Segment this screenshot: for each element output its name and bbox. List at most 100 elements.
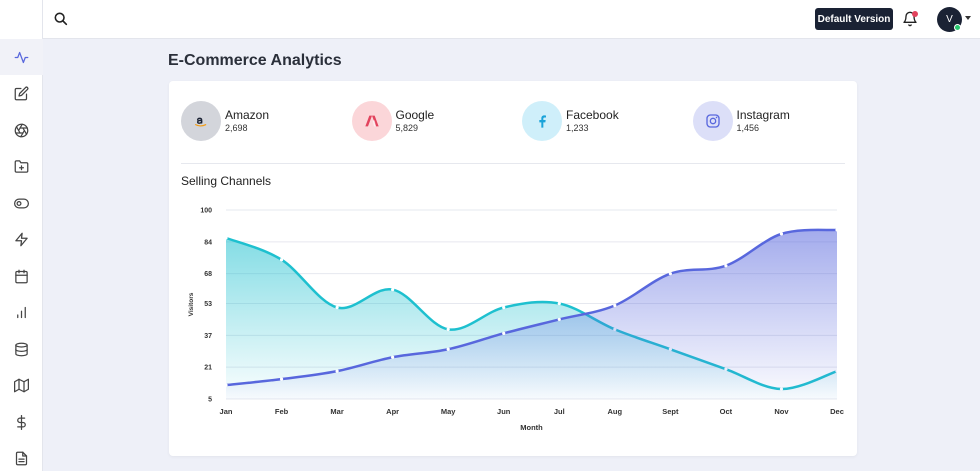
zap-icon <box>15 232 28 247</box>
x-tick-label: Jan <box>220 407 233 416</box>
series-area <box>226 229 837 399</box>
y-tick-label: 53 <box>204 301 212 308</box>
y-tick-label: 100 <box>200 208 212 215</box>
sidebar-item-dollar[interactable] <box>0 404 43 440</box>
data-point <box>502 331 506 335</box>
data-point <box>502 305 506 310</box>
activity-icon <box>14 51 29 63</box>
data-point <box>557 317 561 322</box>
sidebar-item-activity[interactable] <box>0 39 43 75</box>
data-point <box>224 383 228 387</box>
selling-channels-chart: 5 21 37 53 68 84 100 Jan Feb Mar Apr May Jun Jul Aug Se… <box>188 208 844 433</box>
notification-bell-icon[interactable] <box>902 10 918 28</box>
data-point <box>279 258 284 262</box>
data-point <box>279 377 284 381</box>
page-title: E-Commerce Analytics <box>168 52 342 69</box>
x-tick-label: Jun <box>497 407 511 416</box>
folder-plus-icon <box>14 160 29 173</box>
x-tick-label: Oct <box>720 407 733 416</box>
x-tick-label: Jul <box>554 407 565 416</box>
database-icon <box>15 342 28 356</box>
stat-value: 2,698 <box>225 123 248 133</box>
stat-google: Google 5,829 <box>351 101 512 141</box>
avatar[interactable]: V <box>937 7 962 32</box>
stat-value: 1,456 <box>736 123 760 133</box>
amazon-icon <box>195 117 207 127</box>
y-axis-label: Visitors <box>188 292 195 316</box>
data-point <box>391 287 395 292</box>
bar-chart-icon <box>17 306 26 319</box>
online-status-dot <box>954 24 961 31</box>
x-tick-label: Dec <box>830 407 844 416</box>
stat-facebook: Facebook 1,233 <box>522 101 682 141</box>
sidebar-item-bar-chart[interactable] <box>0 295 43 331</box>
sidebar-item-aperture[interactable] <box>0 112 43 148</box>
facebook-icon <box>539 115 546 128</box>
y-tick-label: 37 <box>204 333 212 340</box>
data-point <box>835 228 839 232</box>
x-tick-label: Aug <box>608 407 623 416</box>
data-point <box>446 347 450 351</box>
stat-icon-circle <box>181 101 221 141</box>
sidebar-item-file-text[interactable] <box>0 441 43 471</box>
sidebar-item-edit[interactable] <box>0 76 43 112</box>
toggle-icon <box>14 198 29 208</box>
sidebar-item-calendar[interactable] <box>0 258 43 294</box>
y-tick-label: 84 <box>204 239 212 246</box>
x-tick-label: Feb <box>275 407 289 416</box>
data-point <box>668 272 672 276</box>
stat-name: Instagram <box>736 108 790 122</box>
y-tick-label: 21 <box>204 365 212 372</box>
calendar-icon <box>15 269 28 283</box>
sidebar-item-database[interactable] <box>0 331 43 367</box>
stat-icon-circle <box>351 101 392 141</box>
stat-name: Amazon <box>225 108 270 122</box>
sidebar-item-toggle[interactable] <box>0 185 43 221</box>
x-tick-label: Nov <box>774 407 789 416</box>
sidebar-item-folder-plus[interactable] <box>0 149 43 185</box>
google-icon <box>364 115 379 127</box>
dollar-icon <box>17 414 26 430</box>
stat-name: Google <box>395 108 435 122</box>
top-bar: Default Version V <box>43 0 980 39</box>
stat-amazon: Amazon 2,698 <box>181 101 341 141</box>
data-point <box>224 236 228 240</box>
stat-instagram: Instagram 1,456 <box>692 101 853 141</box>
instagram-icon <box>705 114 720 128</box>
notification-badge <box>912 11 918 17</box>
stat-value: 1,233 <box>566 123 589 133</box>
analytics-card: Amazon 2,698 Google 5,829 Facebook 1,233 Insta… <box>169 81 857 456</box>
default-version-button[interactable]: Default Version <box>815 8 893 30</box>
divider <box>181 163 845 164</box>
data-point <box>613 303 617 308</box>
x-tick-label: Mar <box>330 407 343 416</box>
x-tick-label: Sept <box>662 407 679 416</box>
series-line <box>225 228 838 387</box>
data-point <box>335 305 339 310</box>
stat-value: 5,829 <box>395 123 419 133</box>
aperture-icon <box>14 123 29 137</box>
sidebar <box>0 0 43 471</box>
y-tick-label: 5 <box>208 397 212 404</box>
sidebar-item-map[interactable] <box>0 368 43 404</box>
edit-icon <box>14 86 29 101</box>
chart-title: Selling Channels <box>181 174 272 188</box>
avatar-initial: V <box>946 14 953 25</box>
data-point <box>335 369 339 373</box>
stat-icon-circle <box>522 101 562 141</box>
x-tick-label: Apr <box>386 407 399 416</box>
map-icon <box>14 378 29 393</box>
x-tick-label: May <box>441 407 456 416</box>
data-point <box>779 232 784 236</box>
sidebar-item-zap[interactable] <box>0 222 43 258</box>
data-point <box>724 264 728 268</box>
y-tick-label: 68 <box>204 271 212 278</box>
x-axis-label: Month <box>520 423 543 432</box>
chevron-down-icon[interactable] <box>965 16 971 20</box>
search-icon[interactable] <box>53 11 69 27</box>
data-point <box>446 327 450 331</box>
data-point <box>557 301 561 306</box>
data-point <box>391 355 395 359</box>
file-text-icon <box>15 451 28 466</box>
stat-icon-circle <box>692 101 733 141</box>
